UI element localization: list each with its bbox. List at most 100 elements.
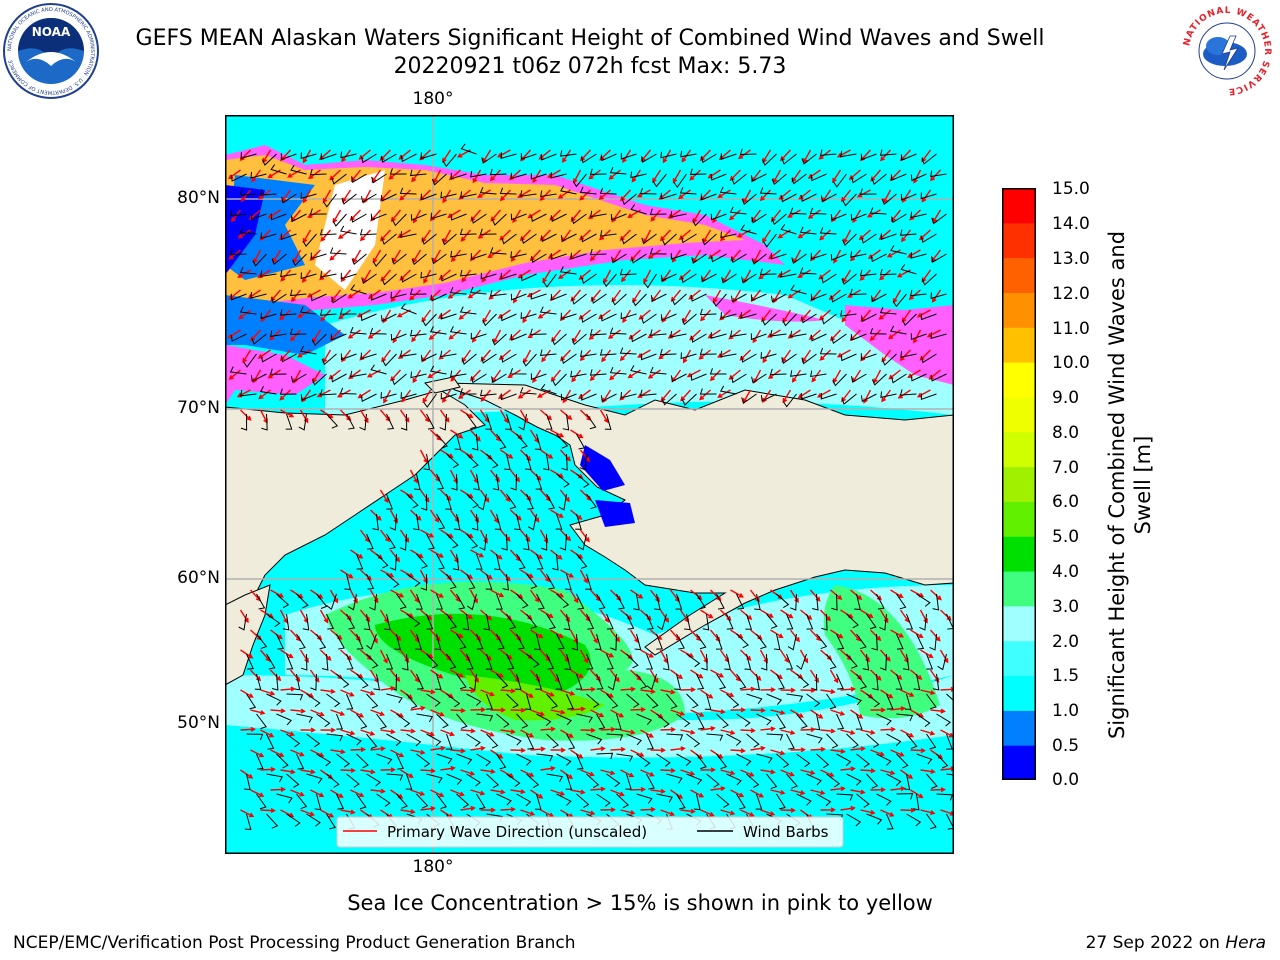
wave-direction-arrow bbox=[598, 189, 611, 200]
wind-barb bbox=[716, 713, 729, 729]
wind-barb bbox=[520, 153, 537, 160]
wind-barb bbox=[920, 192, 937, 200]
wave-direction-arrow bbox=[329, 249, 341, 261]
wave-direction-arrow bbox=[650, 747, 666, 753]
wind-barb bbox=[712, 293, 727, 307]
wind-barb bbox=[900, 153, 917, 161]
wind-barb bbox=[466, 533, 479, 549]
wind-barb bbox=[396, 593, 407, 610]
wind-barb bbox=[876, 753, 892, 766]
wave-direction-arrow bbox=[760, 687, 776, 693]
wind-barb bbox=[581, 313, 597, 323]
wind-barb bbox=[405, 773, 413, 790]
wave-direction-arrow bbox=[830, 709, 846, 716]
wind-barb bbox=[456, 633, 467, 650]
wind-barb bbox=[332, 213, 347, 227]
wind-barb bbox=[546, 773, 564, 783]
colorbar-frame bbox=[1002, 188, 1036, 780]
wave-direction-arrow bbox=[880, 769, 896, 776]
wave-direction-arrow bbox=[470, 707, 486, 713]
wave-direction-arrow bbox=[540, 726, 556, 732]
wind-barb bbox=[394, 633, 401, 651]
wind-barb bbox=[429, 326, 447, 335]
wave-direction-arrow bbox=[590, 786, 606, 792]
wind-barb bbox=[276, 633, 285, 650]
wind-barb bbox=[500, 272, 517, 280]
wave-direction-arrow bbox=[720, 689, 735, 698]
wind-barb bbox=[436, 713, 449, 729]
wind-barb bbox=[896, 633, 904, 650]
wind-barb bbox=[581, 273, 597, 284]
wave-direction-arrow bbox=[790, 747, 806, 753]
wave-direction-arrow bbox=[540, 449, 554, 459]
wave-direction-arrow bbox=[381, 349, 392, 363]
wind-barb bbox=[661, 393, 677, 406]
wind-barb bbox=[607, 673, 617, 691]
wave-direction-arrow bbox=[850, 789, 866, 795]
wind-barb bbox=[300, 272, 317, 280]
wave-direction-arrow bbox=[900, 807, 916, 813]
wind-barb bbox=[282, 613, 290, 631]
colorbar-tick: 7.0 bbox=[1052, 458, 1080, 478]
wave-direction-arrow bbox=[236, 389, 251, 398]
wave-direction-arrow bbox=[429, 509, 440, 523]
wind-barb bbox=[230, 333, 247, 342]
wind-barb bbox=[400, 350, 417, 358]
wind-barb bbox=[246, 693, 257, 710]
wave-direction-arrow bbox=[559, 449, 571, 462]
wave-direction-arrow bbox=[709, 369, 722, 382]
colorbar-segment bbox=[1002, 396, 1036, 433]
wind-barb bbox=[299, 306, 317, 315]
wave-direction-arrow bbox=[630, 786, 646, 792]
wave-direction-arrow bbox=[672, 169, 682, 184]
wave-direction-arrow bbox=[421, 349, 432, 363]
wave-direction-arrow bbox=[579, 569, 588, 584]
wind-barb bbox=[766, 733, 784, 741]
wind-barb bbox=[550, 213, 567, 222]
wave-direction-arrow bbox=[530, 746, 546, 752]
wave-direction-arrow bbox=[819, 349, 831, 361]
wave-direction-arrow bbox=[347, 329, 361, 339]
wind-barb bbox=[771, 213, 787, 226]
wind-barb bbox=[746, 733, 760, 748]
wind-barb bbox=[370, 364, 387, 375]
wave-direction-arrow bbox=[730, 748, 746, 754]
wind-barb bbox=[319, 309, 337, 316]
wind-barb bbox=[500, 313, 517, 322]
wind-barb bbox=[851, 173, 867, 184]
wind-barb bbox=[756, 713, 772, 726]
wind-barb bbox=[442, 153, 457, 168]
wave-direction-arrow bbox=[761, 309, 772, 323]
wind-barb bbox=[361, 153, 377, 164]
wind-barb bbox=[652, 173, 667, 188]
wind-barb bbox=[832, 373, 847, 387]
wind-barb bbox=[641, 233, 657, 245]
colorbar-tick: 5.0 bbox=[1052, 527, 1080, 547]
wave-direction-arrow bbox=[260, 807, 276, 814]
wave-direction-arrow bbox=[290, 289, 302, 303]
wind-barb bbox=[930, 332, 947, 339]
wind-barb bbox=[920, 393, 937, 401]
wave-direction-arrow bbox=[900, 689, 915, 697]
wind-barb bbox=[409, 288, 427, 295]
wave-direction-arrow bbox=[660, 809, 676, 817]
wave-direction-arrow bbox=[770, 209, 782, 223]
legend-wave-direction: Primary Wave Direction (unscaled) bbox=[387, 823, 647, 841]
wind-barb bbox=[326, 613, 335, 630]
wind-barb bbox=[466, 653, 474, 670]
wind-barb bbox=[406, 493, 419, 509]
wind-barb bbox=[434, 673, 442, 690]
wind-barb bbox=[912, 793, 920, 811]
wind-barb bbox=[699, 348, 717, 355]
wind-barb bbox=[516, 633, 525, 650]
wind-barb bbox=[639, 187, 657, 195]
wave-direction-arrow bbox=[450, 669, 465, 678]
colorbar-tick: 10.0 bbox=[1052, 353, 1090, 373]
wind-barb bbox=[556, 713, 572, 726]
wind-barb bbox=[240, 152, 257, 159]
wind-barb bbox=[386, 733, 402, 747]
wind-barb bbox=[575, 513, 582, 530]
wave-direction-arrow bbox=[631, 169, 642, 183]
wind-barb bbox=[630, 171, 647, 179]
wave-direction-arrow bbox=[558, 269, 571, 280]
